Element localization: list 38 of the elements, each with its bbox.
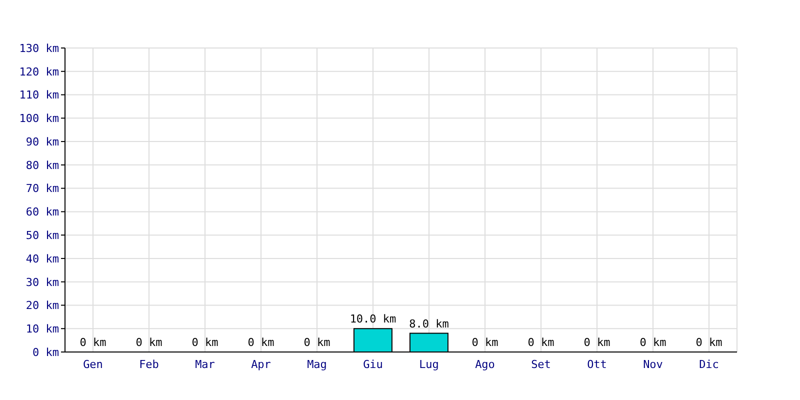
x-tick-label: Mar — [195, 358, 216, 371]
x-tick-label: Giu — [363, 358, 383, 371]
y-tick-label: 110 km — [19, 88, 60, 102]
data-label: 0 km — [80, 336, 107, 349]
data-label: 0 km — [136, 336, 163, 349]
y-tick-label: 70 km — [26, 182, 60, 196]
x-tick-label: Lug — [419, 358, 439, 371]
data-label: 10.0 km — [350, 312, 397, 326]
data-label: 0 km — [640, 336, 667, 349]
y-tick-label: 100 km — [19, 112, 60, 126]
data-label: 0 km — [696, 336, 723, 349]
x-tick-label: Set — [531, 358, 551, 371]
y-tick-label: 120 km — [19, 65, 60, 78]
data-label: 0 km — [192, 336, 219, 349]
y-tick-label: 40 km — [26, 252, 60, 266]
data-label: 0 km — [528, 336, 555, 349]
x-tick-label: Ago — [475, 358, 495, 371]
x-tick-label: Mag — [307, 358, 327, 371]
y-tick-label: 90 km — [26, 135, 60, 148]
x-tick-label: Apr — [251, 358, 272, 371]
y-tick-label: 80 km — [26, 158, 60, 172]
data-label: 0 km — [304, 336, 331, 349]
y-tick-label: 130 km — [19, 42, 60, 55]
x-tick-label: Nov — [643, 358, 664, 371]
y-tick-label: 60 km — [26, 206, 60, 219]
x-tick-label: Feb — [139, 358, 159, 371]
y-tick-label: 0 km — [32, 346, 60, 359]
data-label: 0 km — [472, 336, 499, 349]
x-tick-label: Gen — [83, 358, 103, 371]
y-tick-label: 50 km — [26, 228, 60, 242]
y-tick-label: 10 km — [26, 322, 60, 336]
y-tick-label: 30 km — [26, 276, 60, 289]
data-label: 0 km — [248, 336, 275, 349]
x-tick-label: Dic — [699, 358, 719, 371]
y-tick-label: 20 km — [26, 299, 60, 312]
data-label: 8.0 km — [409, 317, 450, 330]
x-tick-label: Ott — [587, 358, 607, 371]
data-label: 0 km — [584, 336, 611, 349]
